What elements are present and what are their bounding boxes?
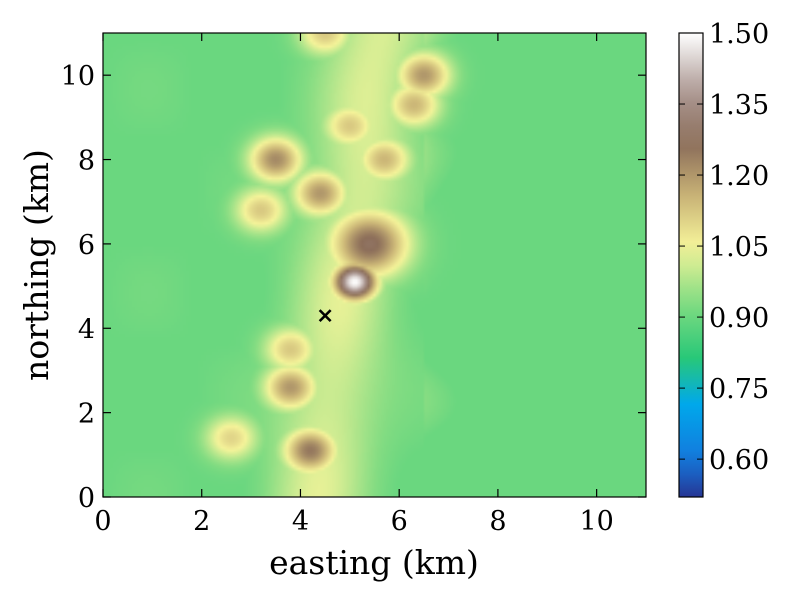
colorbar-ticks: 0.60 0.75 0.90 1.05 1.20 1.35 1.50 xyxy=(679,19,769,476)
y-axis-label: northing (km) xyxy=(17,149,56,381)
x-marker-stroke xyxy=(318,309,332,323)
colorbar-tick-label: 0.75 xyxy=(709,374,769,405)
x-axis-ticks: 0 2 4 6 8 10 xyxy=(94,33,614,537)
colorbar-tick-label: 0.60 xyxy=(709,445,769,476)
colorbar-tick-label: 1.20 xyxy=(709,161,769,192)
colorbar-tick-label: 0.90 xyxy=(709,303,769,334)
y-axis-ticks: 0 2 4 6 8 10 xyxy=(61,61,646,514)
colorbar-tick-label: 1.05 xyxy=(709,232,769,263)
colorbar-gradient xyxy=(679,33,703,497)
colorbar-tick-label: 1.35 xyxy=(709,90,769,121)
marker-layer xyxy=(318,309,332,323)
plot-frame xyxy=(102,32,647,498)
y-tick-label: 4 xyxy=(78,314,95,345)
y-tick-label: 0 xyxy=(78,483,95,514)
colorbar-tick-label: 1.50 xyxy=(709,19,769,50)
x-tick-label: 6 xyxy=(391,506,408,537)
heatmap xyxy=(103,33,646,497)
x-tick-label: 2 xyxy=(193,506,210,537)
colorbar-frame xyxy=(678,32,704,498)
y-tick-label: 2 xyxy=(78,399,95,430)
x-tick-label: 10 xyxy=(579,506,613,537)
heatmap-image xyxy=(103,33,646,497)
y-tick-label: 8 xyxy=(78,146,95,177)
x-axis-label: easting (km) xyxy=(269,543,479,582)
x-tick-label: 4 xyxy=(292,506,309,537)
y-tick-label: 6 xyxy=(78,230,95,261)
colorbar: 0.60 0.75 0.90 1.05 1.20 1.35 1.50 xyxy=(678,19,769,498)
x-tick-label: 0 xyxy=(94,506,111,537)
x-tick-label: 8 xyxy=(489,506,506,537)
y-tick-label: 10 xyxy=(61,61,95,92)
x-marker xyxy=(318,309,332,323)
